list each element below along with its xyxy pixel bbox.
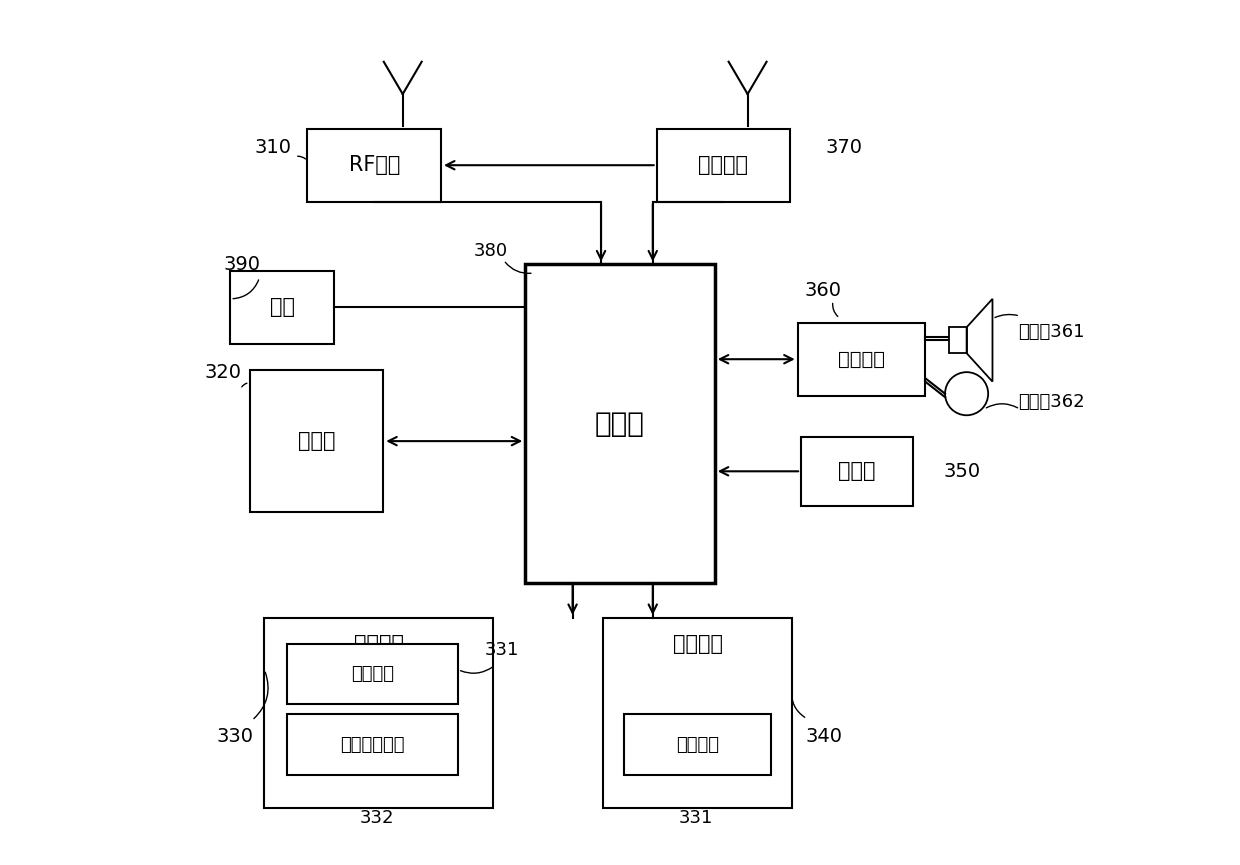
Text: 350: 350 bbox=[944, 462, 981, 481]
Text: 330: 330 bbox=[216, 727, 253, 746]
Bar bbox=[231, 271, 334, 344]
Text: 390: 390 bbox=[224, 255, 260, 274]
Text: 320: 320 bbox=[205, 362, 242, 381]
Bar bbox=[249, 370, 383, 512]
Text: 331: 331 bbox=[485, 641, 520, 659]
Bar bbox=[950, 327, 967, 353]
Text: 380: 380 bbox=[474, 242, 507, 260]
Text: 音频电路: 音频电路 bbox=[838, 349, 885, 368]
Bar bbox=[624, 714, 771, 775]
Text: 存储器: 存储器 bbox=[298, 431, 335, 452]
Text: 332: 332 bbox=[360, 809, 394, 827]
Text: 其他输入设备: 其他输入设备 bbox=[340, 735, 404, 753]
Text: 310: 310 bbox=[255, 138, 291, 157]
Bar bbox=[603, 618, 792, 808]
Text: 扬声器361: 扬声器361 bbox=[1018, 323, 1085, 341]
Text: 显示面板: 显示面板 bbox=[676, 735, 719, 753]
Text: 传声器362: 传声器362 bbox=[1018, 394, 1085, 412]
Text: 触控面板: 触控面板 bbox=[351, 665, 394, 683]
Bar bbox=[801, 437, 913, 506]
Bar bbox=[264, 618, 492, 808]
Text: 无线模块: 无线模块 bbox=[698, 155, 749, 176]
Text: 显示单元: 显示单元 bbox=[672, 634, 723, 654]
Bar bbox=[526, 265, 714, 583]
Bar bbox=[657, 129, 790, 202]
Bar bbox=[288, 644, 458, 704]
Text: 360: 360 bbox=[804, 281, 841, 300]
Bar bbox=[308, 129, 441, 202]
Text: 331: 331 bbox=[678, 809, 713, 827]
Text: 340: 340 bbox=[806, 727, 843, 746]
Text: 传感器: 传感器 bbox=[838, 461, 875, 481]
Text: 输入单元: 输入单元 bbox=[353, 634, 403, 654]
Bar bbox=[288, 714, 458, 775]
Bar bbox=[797, 323, 925, 396]
Text: 处理器: 处理器 bbox=[595, 410, 645, 438]
Text: 370: 370 bbox=[826, 138, 863, 157]
Text: 电源: 电源 bbox=[269, 298, 295, 317]
Text: RF电路: RF电路 bbox=[348, 155, 401, 176]
